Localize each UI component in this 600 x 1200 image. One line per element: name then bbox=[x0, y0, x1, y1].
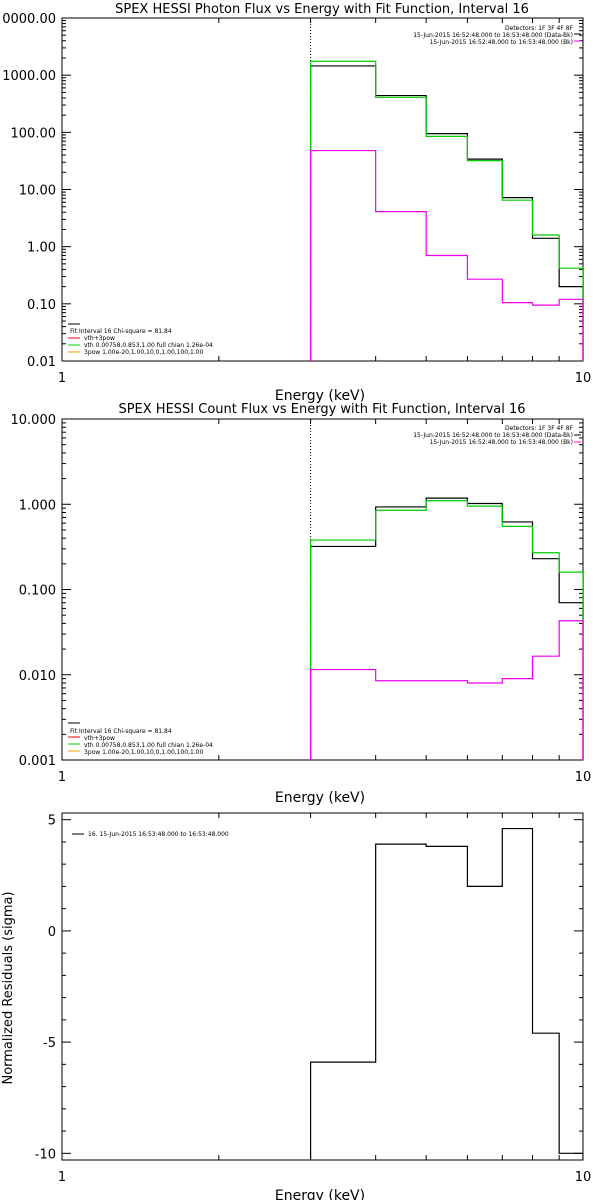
x-axis-label: Energy (keV) bbox=[275, 1188, 365, 1200]
x-tick-label: 10 bbox=[575, 371, 592, 386]
detectors-label: Detectors: 1F 3F 4F 8F bbox=[505, 25, 574, 32]
y-tick-label: -5 bbox=[43, 1036, 56, 1051]
series-line-data-bk bbox=[309, 497, 583, 760]
series-line-bk bbox=[309, 620, 583, 760]
series-line-data-bk bbox=[309, 65, 583, 361]
fit-line-vth: vth 0.00758,0.853,1.00 full chian 1.26e-… bbox=[84, 342, 213, 349]
series-line-residuals bbox=[309, 827, 583, 1160]
plot-frame bbox=[61, 812, 584, 1161]
chart-title: SPEX HESSI Photon Flux vs Energy with Fi… bbox=[115, 2, 529, 17]
y-axis-label: Normalized Residuals (sigma) bbox=[1, 891, 16, 1084]
fit-line-3pow: 3pow 1.00e-20,1.00,10.0,1.00,100,1.00 bbox=[84, 749, 204, 756]
fit-line-3pow: 3pow 1.00e-20,1.00,10.0,1.00,100,1.00 bbox=[84, 349, 204, 356]
plot-frame bbox=[61, 418, 584, 761]
x-tick-label: 10 bbox=[575, 770, 592, 785]
interval-bk-label: 15-Jun-2015 16:52:48.000 to 16:53:48.000… bbox=[430, 39, 573, 46]
photon-flux-chart: SPEX HESSI Photon Flux vs Energy with Fi… bbox=[2, 2, 591, 404]
detectors-label: Detectors: 1F 3F 4F 8F bbox=[505, 425, 574, 432]
y-tick-label: 0.100 bbox=[19, 584, 56, 599]
y-tick-label: 0 bbox=[48, 925, 56, 940]
chart-title: SPEX HESSI Count Flux vs Energy with Fit… bbox=[118, 402, 525, 417]
y-tick-label: 0.010 bbox=[19, 669, 56, 684]
fit-line-chi: Fit Interval 16 Chi-square = 81.84 bbox=[70, 328, 172, 335]
series-line-vth bbox=[309, 60, 583, 361]
y-tick-label: 0.01 bbox=[27, 355, 56, 370]
fit-legend: Fit Interval 16 Chi-square = 81.84 vth+3… bbox=[70, 328, 213, 356]
y-tick-label: 10.00 bbox=[19, 184, 56, 199]
x-axis-label: Energy (keV) bbox=[275, 388, 365, 404]
plot-frame bbox=[61, 17, 584, 362]
info-block: Detectors: 1F 3F 4F 8F 15-Jun-2015 16:52… bbox=[413, 25, 573, 46]
fit-line-chi: Fit Interval 16 Chi-square = 81.84 bbox=[70, 728, 172, 735]
x-tick-label: 1 bbox=[58, 1170, 66, 1185]
fit-line-vth: vth 0.00758,0.853,1.00 full chian 1.26e-… bbox=[84, 742, 213, 749]
y-tick-label: -10 bbox=[35, 1147, 56, 1162]
residuals-chart: Energy (keV) Normalized Residuals (sigma… bbox=[1, 812, 592, 1200]
y-tick-label: 0000.00 bbox=[2, 12, 56, 27]
x-axis-label: Energy (keV) bbox=[275, 790, 365, 806]
fit-line-model: vth+3pow bbox=[84, 735, 115, 742]
series-line-vth bbox=[309, 500, 583, 760]
fit-legend: Fit Interval 16 Chi-square = 81.84 vth+3… bbox=[70, 728, 213, 756]
series-line-bk bbox=[309, 149, 583, 361]
y-tick-label: 10.000 bbox=[11, 413, 57, 428]
y-tick-label: 5 bbox=[48, 814, 56, 829]
count-flux-chart: SPEX HESSI Count Flux vs Energy with Fit… bbox=[11, 402, 592, 806]
y-tick-label: 1.00 bbox=[27, 241, 56, 256]
y-tick-label: 0.10 bbox=[27, 298, 56, 313]
interval-bk-label: 15-Jun-2015 16:52:48.000 to 16:53:48.000… bbox=[430, 439, 573, 446]
residual-legend-entry: 16. 15-Jun-2015 16:53:48.000 to 16:53:48… bbox=[88, 831, 229, 838]
fit-line-model: vth+3pow bbox=[84, 335, 115, 342]
y-tick-label: 0.001 bbox=[19, 754, 56, 769]
x-tick-label: 1 bbox=[58, 770, 66, 785]
info-block: Detectors: 1F 3F 4F 8F 15-Jun-2015 16:52… bbox=[413, 425, 573, 446]
y-tick-label: 1000.00 bbox=[2, 69, 56, 84]
y-tick-label: 1.000 bbox=[19, 498, 56, 513]
interval-data-label: 15-Jun-2015 16:52:48.000 to 16:53:48.000… bbox=[413, 432, 573, 439]
interval-data-label: 15-Jun-2015 16:52:48.000 to 16:53:48.000… bbox=[413, 32, 573, 39]
x-tick-label: 1 bbox=[58, 371, 66, 386]
x-tick-label: 10 bbox=[575, 1170, 592, 1185]
y-tick-label: 100.00 bbox=[11, 126, 57, 141]
